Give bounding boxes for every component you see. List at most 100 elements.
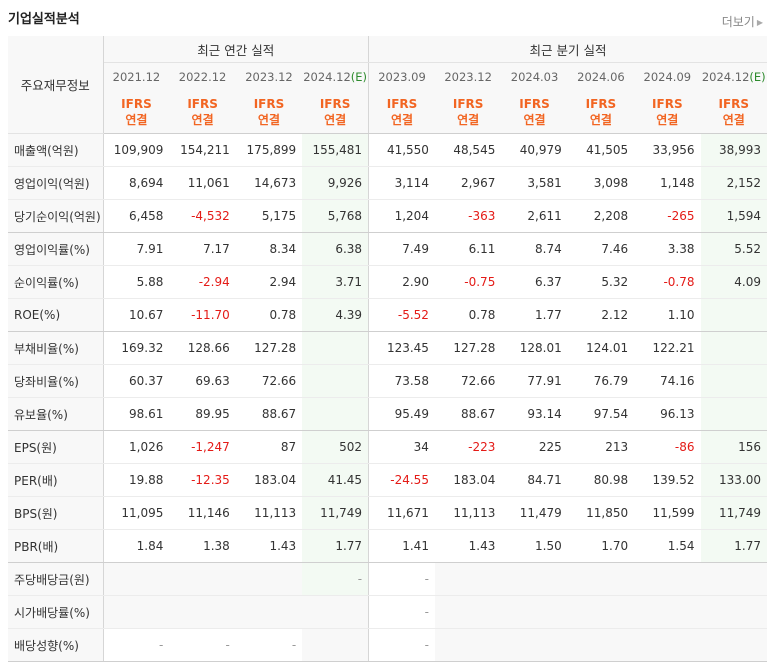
value-cell: -24.55 bbox=[368, 463, 435, 497]
value-cell: 11,061 bbox=[169, 166, 236, 200]
consolidated-label: 연결 bbox=[390, 113, 414, 127]
value-cell: -1,247 bbox=[169, 430, 236, 464]
value-cell: 127.28 bbox=[434, 331, 502, 365]
value-cell bbox=[700, 397, 767, 431]
value-cell: 5.52 bbox=[700, 232, 767, 266]
ifrs-header: IFRS 연결 bbox=[567, 91, 635, 134]
ifrs-label: IFRS bbox=[652, 97, 683, 111]
ifrs-label: IFRS bbox=[386, 97, 418, 111]
value-cell bbox=[700, 298, 767, 332]
value-cell: 154,211 bbox=[169, 133, 236, 167]
value-cell: -223 bbox=[434, 430, 502, 464]
value-cell: - bbox=[235, 628, 303, 662]
value-cell: 87 bbox=[235, 430, 303, 464]
row-label: 당좌비율(%) bbox=[8, 364, 104, 398]
value-cell: 2.90 bbox=[368, 265, 435, 299]
value-cell: 1.41 bbox=[368, 529, 435, 563]
period-header: 2024.03 bbox=[501, 62, 568, 91]
value-cell: 48,545 bbox=[434, 133, 502, 167]
more-label[interactable]: 더보기 bbox=[721, 15, 755, 29]
ifrs-label: IFRS bbox=[585, 97, 617, 111]
value-cell: 73.58 bbox=[368, 364, 435, 398]
period-header: 2024.09 bbox=[634, 62, 701, 91]
value-cell: -0.75 bbox=[434, 265, 502, 299]
value-cell bbox=[434, 628, 502, 662]
row-label: 당기순이익(억원) bbox=[8, 199, 104, 233]
value-cell bbox=[700, 595, 767, 629]
row-label: 부채비율(%) bbox=[8, 331, 104, 365]
period-header: 2024.12(E) bbox=[302, 62, 370, 91]
row-label: ROE(%) bbox=[8, 298, 104, 332]
row-label: EPS(원) bbox=[8, 430, 104, 464]
ifrs-header: IFRS 연결 bbox=[634, 91, 701, 134]
period-label: 2022.12 bbox=[178, 70, 227, 84]
value-cell: 109,909 bbox=[103, 133, 170, 167]
row-label: 순이익률(%) bbox=[8, 265, 104, 299]
value-cell bbox=[700, 364, 767, 398]
value-cell: 1.38 bbox=[169, 529, 236, 563]
value-cell bbox=[501, 562, 568, 596]
value-cell: 1.10 bbox=[634, 298, 701, 332]
row-label: 유보율(%) bbox=[8, 397, 104, 431]
value-cell bbox=[634, 595, 701, 629]
value-cell: 11,095 bbox=[103, 496, 170, 530]
ifrs-label: IFRS bbox=[121, 97, 152, 111]
value-cell: 1.54 bbox=[634, 529, 701, 563]
period-label: 2024.12 bbox=[303, 70, 351, 84]
table-row: PBR(배) 1.84 1.38 1.43 1.77 1.41 1.43 1.50 1.70 1.… bbox=[8, 529, 767, 563]
table-row: 당기순이익(억원) 6,458 -4,532 5,175 5,768 1,204 -363 2… bbox=[8, 199, 767, 233]
value-cell: 72.66 bbox=[235, 364, 303, 398]
value-cell bbox=[501, 595, 568, 629]
value-cell bbox=[302, 595, 370, 629]
value-cell: 5.88 bbox=[103, 265, 170, 299]
more-link[interactable]: 더보기 ▶ bbox=[722, 13, 763, 30]
value-cell bbox=[169, 562, 236, 596]
ifrs-label: IFRS bbox=[187, 97, 218, 111]
value-cell: 8.74 bbox=[501, 232, 568, 266]
value-cell: 41,550 bbox=[368, 133, 435, 167]
value-cell: -2.94 bbox=[169, 265, 236, 299]
value-cell: 1.43 bbox=[235, 529, 303, 563]
section-title: 기업실적분석 bbox=[8, 12, 80, 27]
row-label: BPS(원) bbox=[8, 496, 104, 530]
value-cell: 1.77 bbox=[501, 298, 568, 332]
value-cell: 80.98 bbox=[567, 463, 635, 497]
period-label: 2024.06 bbox=[577, 70, 625, 84]
ifrs-header: IFRS 연결 bbox=[103, 91, 170, 134]
value-cell: 97.54 bbox=[567, 397, 635, 431]
value-cell bbox=[235, 562, 303, 596]
value-cell: 175,899 bbox=[235, 133, 303, 167]
value-cell: 183.04 bbox=[434, 463, 502, 497]
value-cell: 11,479 bbox=[501, 496, 568, 530]
value-cell: 11,671 bbox=[368, 496, 435, 530]
value-cell: 225 bbox=[501, 430, 568, 464]
ifrs-label: IFRS bbox=[319, 97, 351, 111]
period-label: 2021.12 bbox=[112, 70, 161, 84]
value-cell bbox=[634, 562, 701, 596]
value-cell: - bbox=[368, 562, 435, 596]
period-header: 2022.12 bbox=[169, 62, 236, 91]
value-cell: 84.71 bbox=[501, 463, 568, 497]
table-row: PER(배) 19.88 -12.35 183.04 41.45 -24.55 183.04… bbox=[8, 463, 767, 497]
value-cell bbox=[567, 562, 635, 596]
table-row: 시가배당률(%) - bbox=[8, 595, 767, 629]
value-cell: 8,694 bbox=[103, 166, 170, 200]
value-cell: 3.38 bbox=[634, 232, 701, 266]
period-header: 2024.06 bbox=[567, 62, 635, 91]
value-cell: 76.79 bbox=[567, 364, 635, 398]
value-cell bbox=[302, 331, 370, 365]
triangle-right-icon: ▶ bbox=[756, 18, 763, 27]
row-label: 시가배당률(%) bbox=[8, 595, 104, 629]
ifrs-header: IFRS 연결 bbox=[302, 91, 370, 134]
table-row: 배당성향(%) - - - - bbox=[8, 628, 767, 662]
row-label: 영업이익률(%) bbox=[8, 232, 104, 266]
value-cell: 3.71 bbox=[302, 265, 370, 299]
table-row: 유보율(%) 98.61 89.95 88.67 95.49 88.67 93.14 97.5… bbox=[8, 397, 767, 431]
table-row: 당좌비율(%) 60.37 69.63 72.66 73.58 72.66 77.91 76.… bbox=[8, 364, 767, 398]
value-cell bbox=[103, 595, 170, 629]
value-cell: 122.21 bbox=[634, 331, 701, 365]
value-cell: 11,113 bbox=[434, 496, 502, 530]
value-cell: 1.70 bbox=[567, 529, 635, 563]
value-cell: 2.12 bbox=[567, 298, 635, 332]
value-cell: -363 bbox=[434, 199, 502, 233]
